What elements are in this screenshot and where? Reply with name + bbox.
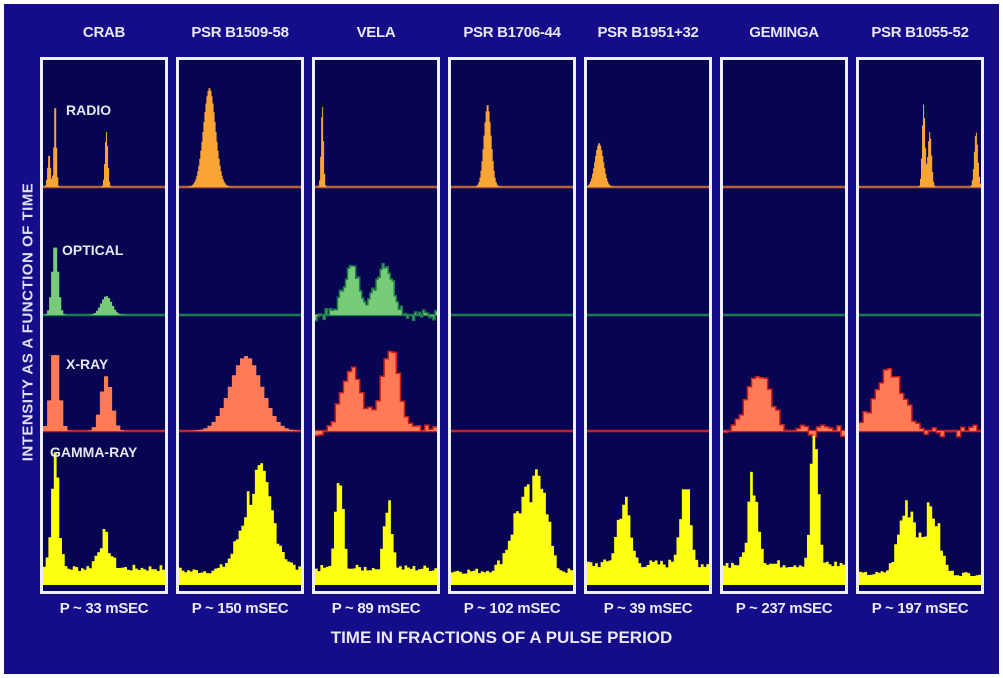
xray-pulse-profile [859,368,981,437]
radio-light-curve [43,108,165,189]
xray-light-curve [179,356,301,433]
radio-pulse-profile [859,104,981,187]
pulsar-title: CRAB [82,24,126,41]
band-label-xray: X-RAY [66,356,109,372]
pulsar-period: P ~ 89 mSEC [331,600,421,617]
xray-light-curve [723,375,845,438]
gamma-pulse-profile [43,452,165,585]
light-curve-plot [451,105,573,585]
radio-light-curve [859,104,981,189]
gamma-pulse-profile [315,483,437,585]
light-curve-plot [859,104,981,585]
pulsar-title: PSR B1706-44 [463,24,561,41]
radio-light-curve [179,88,301,189]
band-label-gamma-ray: GAMMA-RAY [50,444,138,460]
x-axis-label: TIME IN FRACTIONS OF A PULSE PERIOD [330,628,673,647]
gamma-pulse-profile [179,463,301,585]
radio-light-curve [451,105,573,189]
pulsar-panel [312,57,440,594]
radio-pulse-profile [587,143,709,187]
radio-pulse-profile [315,107,437,187]
band-label-optical: OPTICAL [62,242,124,258]
gamma-pulse-profile [723,435,845,585]
gamma-light-curve [315,483,437,585]
pulsar-panel [40,57,168,594]
gamma-light-curve [587,489,709,585]
pulsar-columns: CRAB P ~ 33 mSEC PSR B1509-58 P ~ 150 mSEC V… [4,4,999,674]
light-curve-plot [723,185,845,585]
xray-pulse-profile [43,355,165,431]
xray-pulse-profile [179,356,301,431]
optical-pulse-profile [315,263,437,321]
gamma-light-curve [451,469,573,585]
gamma-light-curve [723,435,845,585]
radio-pulse-profile [179,88,301,187]
gamma-light-curve [859,500,981,585]
xray-pulse-profile [315,351,437,436]
pulsar-period: P ~ 33 mSEC [59,600,149,617]
pulsar-period: P ~ 237 mSEC [735,600,833,617]
pulsar-title: PSR B1509-58 [191,24,289,41]
pulsar-period: P ~ 150 mSEC [191,600,289,617]
y-axis-label: INTENSITY AS A FUNCTION OF TIME [19,182,37,462]
pulsar-panel [448,57,576,594]
xray-pulse-profile [723,376,845,437]
pulsar-panel [856,57,984,594]
optical-pulse-profile [43,247,165,315]
xray-profile-outline [859,367,981,438]
gamma-light-curve [179,463,301,585]
pulsar-title: GEMINGA [749,24,819,41]
light-curve-plot [43,108,165,585]
pulsar-title: VELA [356,24,396,41]
xray-light-curve [859,367,981,438]
pulsar-title: PSR B1055-52 [871,24,969,41]
radio-light-curve [587,143,709,189]
gamma-pulse-profile [451,469,573,585]
light-curve-plot [587,143,709,585]
pulsar-light-curves-figure: CRAB P ~ 33 mSEC PSR B1509-58 P ~ 150 mSEC V… [4,4,999,674]
radio-pulse-profile [451,105,573,187]
pulsar-period: P ~ 39 mSEC [603,600,693,617]
band-label-radio: RADIO [66,102,112,118]
gamma-pulse-profile [587,489,709,585]
xray-light-curve [43,355,165,433]
pulsar-period: P ~ 197 mSEC [871,600,969,617]
xray-light-curve [315,350,437,437]
optical-profile-outline [315,262,437,322]
optical-light-curve [43,247,165,317]
gamma-light-curve [43,452,165,585]
xray-profile-outline [723,375,845,438]
light-curve-plot [179,88,301,585]
radio-pulse-profile [43,108,165,187]
pulsar-panel [720,57,848,594]
pulsar-panel [176,57,304,594]
pulsar-period: P ~ 102 mSEC [463,600,561,617]
gamma-pulse-profile [859,500,981,585]
radio-light-curve [315,107,437,189]
optical-light-curve [315,262,437,322]
pulsar-panel [584,57,712,594]
light-curve-plot [315,107,437,585]
xray-profile-outline [315,350,437,437]
pulsar-title: PSR B1951+32 [597,24,699,41]
